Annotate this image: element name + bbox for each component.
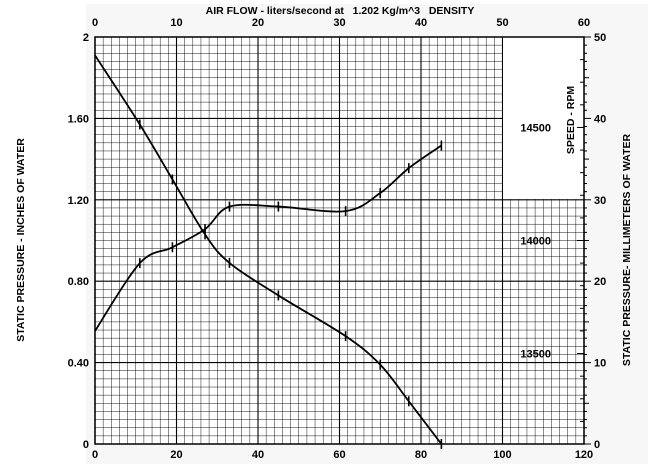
axis-ticks bbox=[577, 36, 591, 445]
y-right-tick-label: 20 bbox=[594, 276, 606, 288]
right-axis-title: STATIC PRESSURE- MILLIMETERS OF WATER bbox=[621, 134, 633, 367]
y-right-tick-label: 0 bbox=[594, 439, 600, 451]
speed-tick-label: 14500 bbox=[520, 122, 551, 134]
speed-axis-title: SPEED - RPM bbox=[565, 86, 577, 155]
pressure-curve bbox=[94, 54, 443, 445]
x-top-tick-label: 0 bbox=[92, 17, 98, 29]
top-axis-title: AIR FLOW - liters/second at 1.202 Kg/m^3… bbox=[206, 5, 475, 17]
x-bottom-tick-label: 60 bbox=[333, 449, 345, 461]
speed-legend-box bbox=[503, 37, 584, 199]
y-left-tick-label: 1.60 bbox=[68, 113, 89, 125]
x-bottom-tick-label: 40 bbox=[252, 449, 264, 461]
left-axis-title: STATIC PRESSURE - INCHES OF WATER bbox=[15, 138, 27, 342]
y-left-tick-label: 1.20 bbox=[68, 195, 89, 207]
y-left-tick-label: 2 bbox=[83, 32, 89, 44]
y-right-tick-label: 50 bbox=[594, 32, 606, 44]
x-bottom-tick-label: 20 bbox=[170, 449, 182, 461]
y-left-tick-label: 0.80 bbox=[68, 276, 89, 288]
x-top-tick-label: 50 bbox=[496, 17, 508, 29]
x-top-tick-label: 10 bbox=[170, 17, 182, 29]
x-top-tick-label: 20 bbox=[252, 17, 264, 29]
x-top-tick-label: 30 bbox=[333, 17, 345, 29]
x-top-tick-label: 40 bbox=[415, 17, 427, 29]
speed-tick-label: 13500 bbox=[520, 349, 551, 361]
x-bottom-tick-label: 120 bbox=[575, 449, 593, 461]
y-right-tick-label: 10 bbox=[594, 358, 606, 370]
speed-curve bbox=[94, 144, 442, 332]
y-left-tick-label: 0 bbox=[83, 439, 89, 451]
x-top-tick-label: 60 bbox=[578, 17, 590, 29]
speed-tick-label: 14000 bbox=[520, 236, 551, 248]
series bbox=[94, 54, 443, 449]
y-left-tick-label: 0.40 bbox=[68, 358, 89, 370]
y-right-tick-label: 40 bbox=[594, 113, 606, 125]
y-right-tick-label: 30 bbox=[594, 195, 606, 207]
x-bottom-tick-label: 80 bbox=[415, 449, 427, 461]
x-bottom-tick-label: 100 bbox=[493, 449, 511, 461]
x-bottom-tick-label: 0 bbox=[92, 449, 98, 461]
